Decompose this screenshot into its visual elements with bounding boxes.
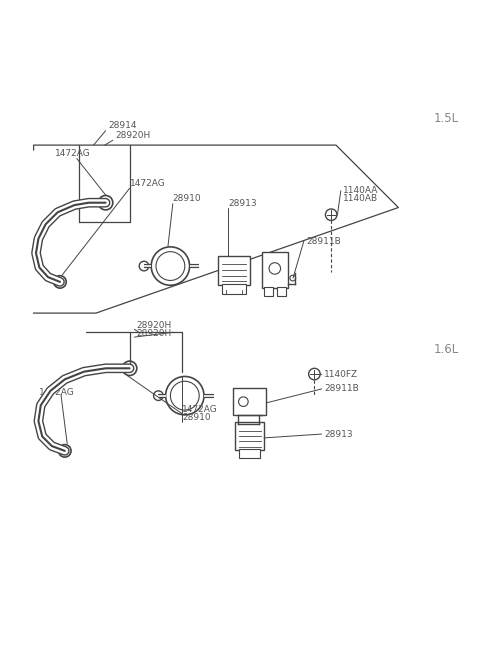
Text: 1140AB: 1140AB xyxy=(343,195,378,203)
Circle shape xyxy=(59,445,71,457)
Circle shape xyxy=(170,381,199,410)
Circle shape xyxy=(57,279,63,285)
Circle shape xyxy=(309,368,320,380)
Text: 28920H: 28920H xyxy=(137,321,172,330)
Circle shape xyxy=(290,275,296,281)
Circle shape xyxy=(239,397,248,407)
Circle shape xyxy=(166,377,204,415)
Text: 28920H: 28920H xyxy=(115,131,150,140)
Bar xyxy=(233,388,266,415)
Text: 28920H: 28920H xyxy=(137,329,172,338)
Circle shape xyxy=(54,276,66,288)
Circle shape xyxy=(269,263,280,274)
Text: 1140AA: 1140AA xyxy=(343,186,379,195)
Text: 28914: 28914 xyxy=(108,121,136,130)
Bar xyxy=(235,422,264,450)
Text: 28913: 28913 xyxy=(228,199,257,208)
Bar xyxy=(218,257,250,286)
Text: 1472AG: 1472AG xyxy=(55,149,91,159)
Circle shape xyxy=(151,247,190,286)
Text: 1.5L: 1.5L xyxy=(434,112,459,125)
Bar xyxy=(239,449,260,458)
Text: 1140FZ: 1140FZ xyxy=(324,370,358,379)
Text: 28910: 28910 xyxy=(173,195,202,203)
Circle shape xyxy=(325,209,337,221)
Text: 28913: 28913 xyxy=(324,430,353,439)
Circle shape xyxy=(126,365,133,372)
Text: 1472AG: 1472AG xyxy=(39,388,75,397)
Circle shape xyxy=(102,199,109,206)
Circle shape xyxy=(154,391,163,400)
Bar xyxy=(277,287,286,296)
Circle shape xyxy=(156,252,185,280)
Bar xyxy=(264,287,273,296)
Text: 1472AG: 1472AG xyxy=(182,405,218,413)
Circle shape xyxy=(98,195,113,210)
Circle shape xyxy=(122,361,137,375)
Text: 1472AG: 1472AG xyxy=(130,179,165,188)
Bar xyxy=(222,284,246,294)
Text: 28911B: 28911B xyxy=(306,236,341,246)
Circle shape xyxy=(139,261,149,271)
Bar xyxy=(262,252,288,288)
Text: 28911B: 28911B xyxy=(324,384,359,394)
Text: 28910: 28910 xyxy=(182,413,211,422)
Circle shape xyxy=(62,448,68,454)
Text: 1.6L: 1.6L xyxy=(434,343,459,356)
